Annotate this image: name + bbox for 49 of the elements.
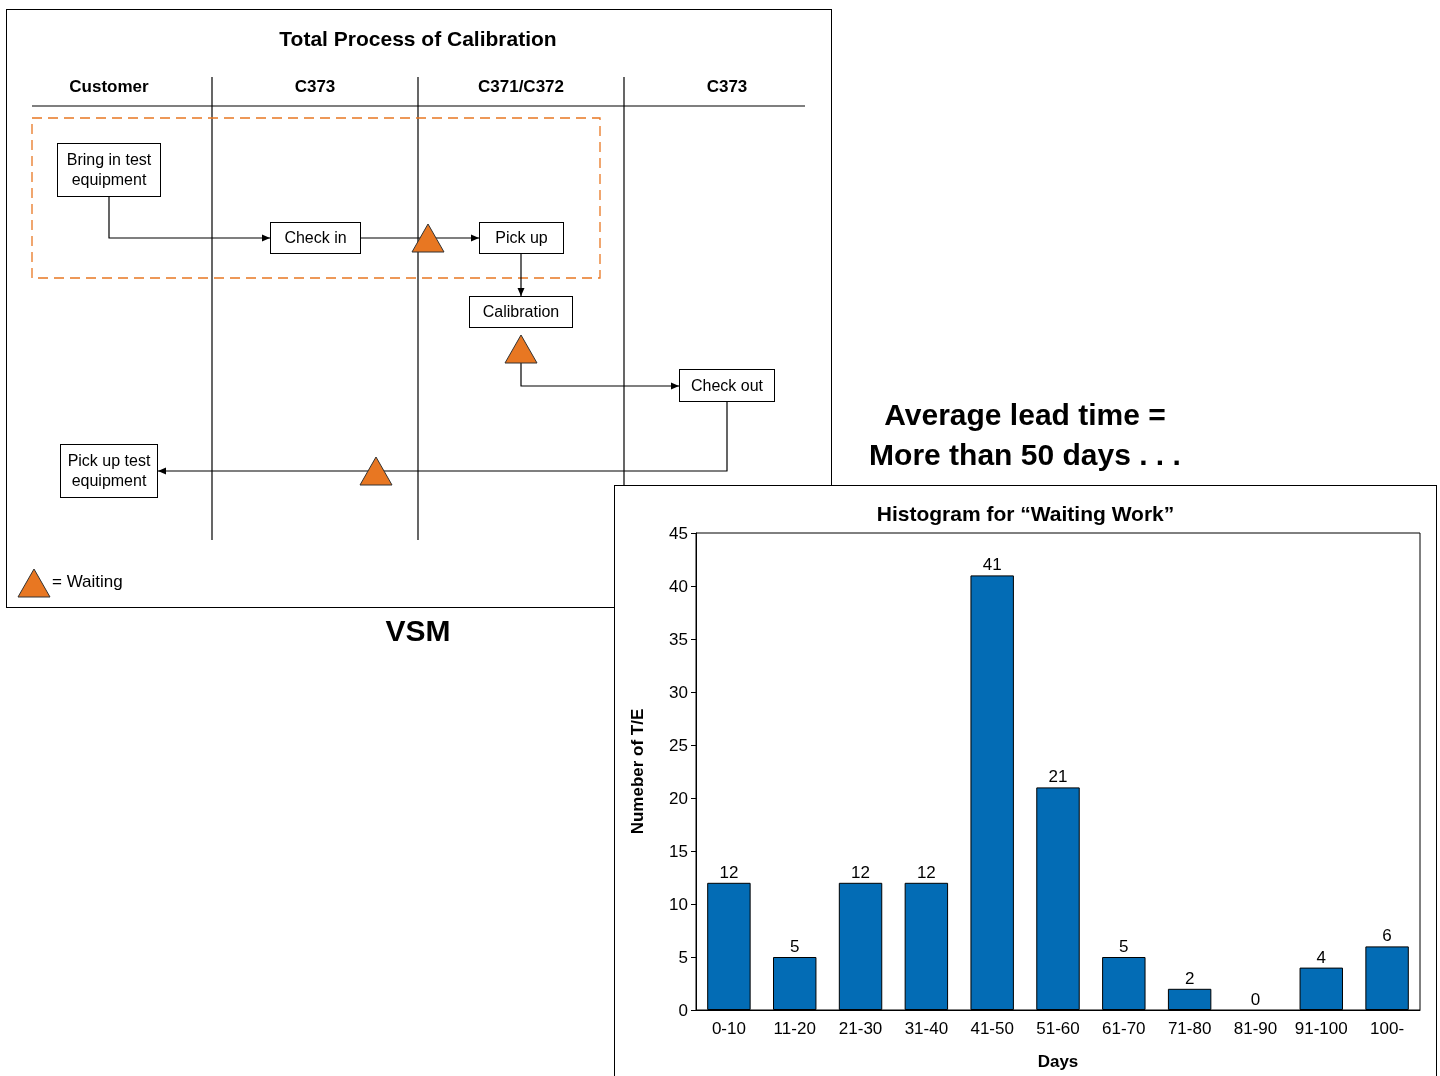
text: = Waiting [52,572,123,592]
y-tick-label: 5 [678,947,688,967]
category-label: Customer [69,77,149,97]
category-label: C373 [706,77,748,97]
text: Pick up test equipment [60,444,158,498]
data-label: 12 [719,862,739,882]
y-tick-label: 30 [669,682,688,702]
x-tick-label: 61-70 [1102,1019,1146,1038]
data-label: 12 [916,862,936,882]
text: Average lead time = More than 50 days . . . [868,397,1182,473]
x-tick-label: 91-100 [1294,1019,1348,1038]
x-tick-label: 100- [1370,1019,1405,1038]
data-label: 41 [982,555,1002,575]
x-tick-label: 11-20 [773,1019,816,1038]
data-label: 4 [1316,947,1327,967]
text: Bring in test equipment [57,143,161,197]
y-tick-label: 20 [669,788,688,808]
text: Pick up [479,222,564,254]
text: Calibration [469,296,573,328]
y-tick-label: 0 [678,1000,688,1020]
data-label: 2 [1184,968,1195,988]
x-tick-label: 21-30 [838,1019,883,1038]
data-label: 0 [1250,990,1261,1009]
data-label: 5 [789,937,800,956]
data-label: 21 [1048,767,1068,787]
text: Total Process of Calibration [279,27,557,51]
y-tick-label: 25 [669,735,688,755]
category-label: C371/C372 [477,77,565,97]
text: Check out [679,369,775,402]
y-tick-label: 35 [669,629,688,649]
x-tick-label: 51-60 [1036,1019,1080,1038]
x-tick-label: 71-80 [1167,1019,1212,1038]
x-tick-label: 41-50 [970,1019,1014,1038]
text: VSM [385,614,451,648]
chart-title: Histogram for “Waiting Work” [876,502,1175,525]
data-label: 12 [851,862,871,882]
category-label: C373 [294,77,336,97]
y-tick-label: 45 [669,523,688,543]
x-axis-title: Days [1037,1052,1079,1071]
x-tick-label: 0-10 [711,1019,746,1038]
x-tick-label: 31-40 [904,1019,949,1038]
data-label: 5 [1119,937,1129,956]
y-axis-title: Numeber of T/E [628,708,647,835]
data-label: 6 [1382,926,1392,946]
y-tick-label: 15 [669,841,688,861]
y-tick-label: 10 [669,894,688,914]
text: Check in [270,222,361,254]
x-tick-label: 81-90 [1233,1019,1278,1038]
y-tick-label: 40 [669,576,688,596]
